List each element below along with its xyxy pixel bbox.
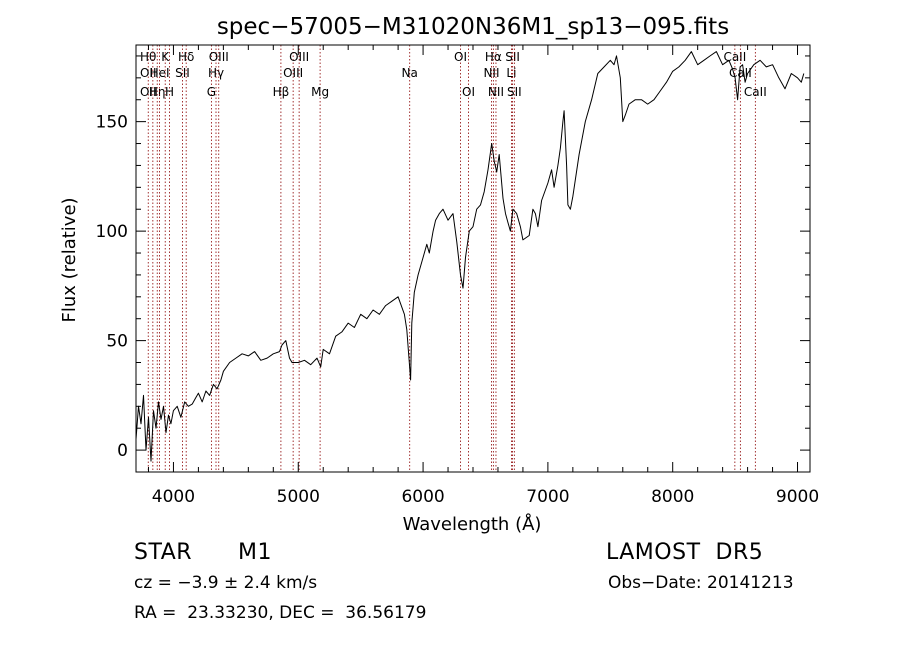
y-tick-label: 100 [96,222,128,242]
x-tick-label: 7000 [526,487,569,507]
y-tick-label: 50 [106,332,128,352]
axis-tick-labels: 4000 5000 6000 7000 8000 9000 0 50 100 150 [96,113,820,507]
axis-ticks [136,45,810,473]
survey-release: LAMOST DR5 [606,540,764,565]
line-label: SII [507,85,522,99]
chart-title: spec−57005−M31020N36M1_sp13−095.fits [217,14,729,40]
line-label: OII [140,85,157,99]
line-label: Hθ [140,50,156,64]
x-tick-label: 8000 [651,487,694,507]
line-label: NII [488,85,504,99]
sky-coordinates: RA = 23.33230, DEC = 36.56179 [134,603,427,623]
x-tick-label: 6000 [401,487,444,507]
line-label: G [207,85,216,99]
x-tick-label: 5000 [277,487,320,507]
line-label: Hδ [178,50,194,64]
line-label: CaII [744,85,767,99]
line-label: OI [462,85,475,99]
line-label: K [161,50,170,64]
line-label: Mg [311,85,329,99]
line-label: OIII [283,66,303,80]
observation-date: Obs−Date: 20141213 [608,573,794,593]
spectrum-series [135,51,805,462]
line-label: SII [175,66,190,80]
object-class: STAR [134,540,193,565]
line-label: OIII [289,50,309,64]
line-label: H [165,85,174,99]
line-label: Hγ [208,66,224,80]
line-label: OI [454,50,467,64]
line-label: Hβ [273,85,290,99]
y-tick-label: 150 [96,113,128,133]
x-tick-label: 4000 [152,487,195,507]
line-label: NII [483,66,499,80]
line-label: Na [402,66,418,80]
line-label: Hα [485,50,502,64]
line-label: Hη [149,85,166,99]
redshift-velocity: cz = −3.9 ± 2.4 km/s [134,573,318,593]
line-label: OII [140,66,157,80]
plot-frame [135,44,811,473]
x-tick-label: 9000 [776,487,819,507]
x-axis-label: Wavelength (Å) [403,513,542,535]
y-tick-label: 0 [117,441,128,461]
y-axis-label: Flux (relative) [59,197,80,322]
spectrum-line [135,51,805,462]
line-label: OIII [209,50,229,64]
object-subclass: M1 [238,540,272,565]
line-label: SII [505,50,520,64]
line-label: Li [506,66,516,80]
line-label: HeI [150,66,170,80]
emission-line-markers: HθOIIOIIHηHeIKHSIIHδGHγOIIIHβOIIIOIIIMgN… [140,45,767,472]
